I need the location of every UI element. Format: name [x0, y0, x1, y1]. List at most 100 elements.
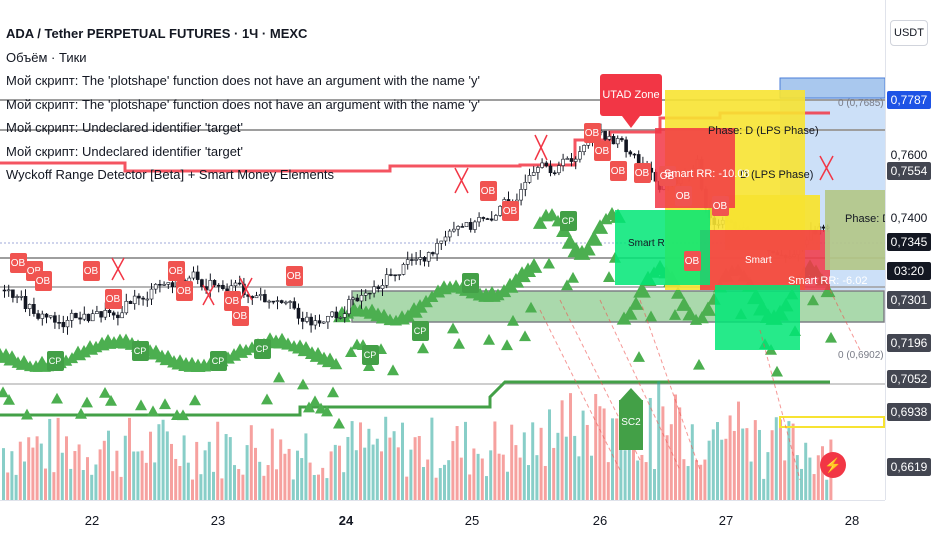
level-bottom-label: 0 (0,6902) [838, 350, 884, 361]
candle-body [32, 304, 36, 314]
candle-body [494, 215, 498, 221]
volume-bar [224, 434, 228, 500]
candle-body [216, 284, 221, 287]
volume-bar [44, 468, 47, 500]
candle-body [464, 222, 469, 227]
candle-body [523, 182, 528, 190]
yellow-outline [779, 416, 885, 428]
triangle-marker [21, 408, 33, 420]
volume-bar [371, 444, 375, 500]
volume-bar [464, 421, 467, 500]
candle-body [401, 264, 406, 275]
triangle-marker [99, 387, 111, 398]
cp-label: CP [134, 346, 147, 356]
candle-body [124, 300, 129, 314]
volume-bar [745, 428, 749, 500]
volume-bar [674, 394, 677, 500]
candle-body [527, 175, 532, 183]
triangle-marker [699, 301, 717, 316]
ob-label: OB [685, 256, 700, 267]
volume-bar [724, 438, 728, 500]
candle-body [36, 313, 40, 319]
price-label: 0,7052 [887, 370, 931, 388]
triangle-marker [81, 396, 93, 408]
chart-area[interactable]: OB OB OB OB OB OB OB OB OB OB OB OB OB OB OB OB OB OB OB OB… [0, 0, 885, 500]
indicator-volume[interactable]: Объём · Тики [6, 49, 87, 65]
price-label: 0,7196 [887, 334, 931, 352]
triangle-marker [633, 281, 651, 298]
volume-bar [737, 401, 740, 500]
volume-bar [308, 462, 312, 500]
volume-bar [384, 416, 388, 500]
volume-bar [686, 466, 690, 500]
indicator-script-2[interactable]: Мой скрипт: The 'plotshape' function doe… [6, 96, 480, 112]
indicator-script-4[interactable]: Мой скрипт: Undeclared identifier 'targe… [6, 143, 244, 159]
volume-bar [422, 466, 425, 500]
currency-button[interactable]: USDT [890, 20, 928, 46]
phase-box [825, 190, 885, 270]
chart-legend: ADA / Tether PERPETUAL FUTURES · 1Ч · ME… [6, 22, 480, 187]
ob-marker [105, 289, 122, 309]
candle-body [61, 322, 66, 328]
candle-body [40, 313, 45, 319]
price-label: 0,7301 [887, 291, 931, 309]
volume-bar [312, 474, 316, 500]
volume-bar [573, 435, 577, 500]
volume-bar [388, 437, 392, 500]
candle-body [300, 318, 305, 322]
volume-bar [346, 436, 350, 500]
volume-bar [539, 427, 543, 500]
volume-bar [283, 453, 287, 500]
triangle-marker [417, 342, 429, 354]
candle-body [321, 321, 326, 324]
lightning-icon[interactable]: ⚡ [820, 452, 846, 478]
time-axis[interactable]: 22 23 24 25 26 27 28 [0, 500, 885, 551]
volume-bar [695, 460, 698, 500]
volume-bar [102, 440, 106, 500]
volume-bar [56, 417, 60, 500]
triangle-marker [676, 296, 692, 311]
candle-body [137, 295, 141, 299]
candle-body [141, 297, 145, 300]
volume-bar [644, 462, 648, 500]
volume-bar [31, 447, 35, 500]
candle-body [15, 296, 19, 298]
candle-body [347, 299, 351, 315]
time-label: 23 [210, 513, 226, 528]
sc2-arrow [620, 388, 642, 400]
triangle-marker [297, 378, 309, 390]
indicator-script-3[interactable]: Мой скрипт: Undeclared identifier 'targe… [6, 120, 244, 135]
symbol-title[interactable]: ADA / Tether PERPETUAL FUTURES · 1Ч · ME… [6, 26, 308, 41]
smart-label: Smart [745, 255, 772, 266]
volume-bar [800, 468, 803, 500]
volume-bar [321, 467, 325, 500]
indicator-script-1[interactable]: Мой скрипт: The 'plotshape' function doe… [6, 73, 480, 88]
volume-bar [233, 465, 236, 500]
candle-body [149, 288, 154, 300]
volume-bar [640, 454, 644, 500]
candle-body [11, 289, 15, 298]
ob-marker [584, 123, 601, 143]
triangle-marker [693, 358, 705, 370]
volume-bar [165, 431, 169, 500]
candle-body [536, 167, 540, 173]
price-label: 0,6938 [887, 403, 931, 421]
cp-label: CP [49, 356, 62, 366]
volume-bar [317, 474, 320, 500]
candle-body [338, 317, 343, 319]
triangle-marker [159, 398, 171, 410]
candle-body [317, 320, 322, 324]
triangle-marker [447, 322, 459, 334]
candle-body [305, 316, 309, 322]
indicator-wyckoff[interactable]: Wyckoff Range Detector [Beta] + Smart Mo… [6, 167, 335, 182]
candle-body [561, 158, 565, 166]
cp-marker [412, 321, 429, 341]
volume-bar [682, 459, 686, 500]
ob-label: OB [676, 191, 691, 202]
volume-bar [522, 432, 526, 500]
volume-bar [455, 426, 459, 500]
volume-bar [489, 450, 493, 500]
candle-body [573, 158, 578, 162]
candle-body [376, 286, 381, 289]
